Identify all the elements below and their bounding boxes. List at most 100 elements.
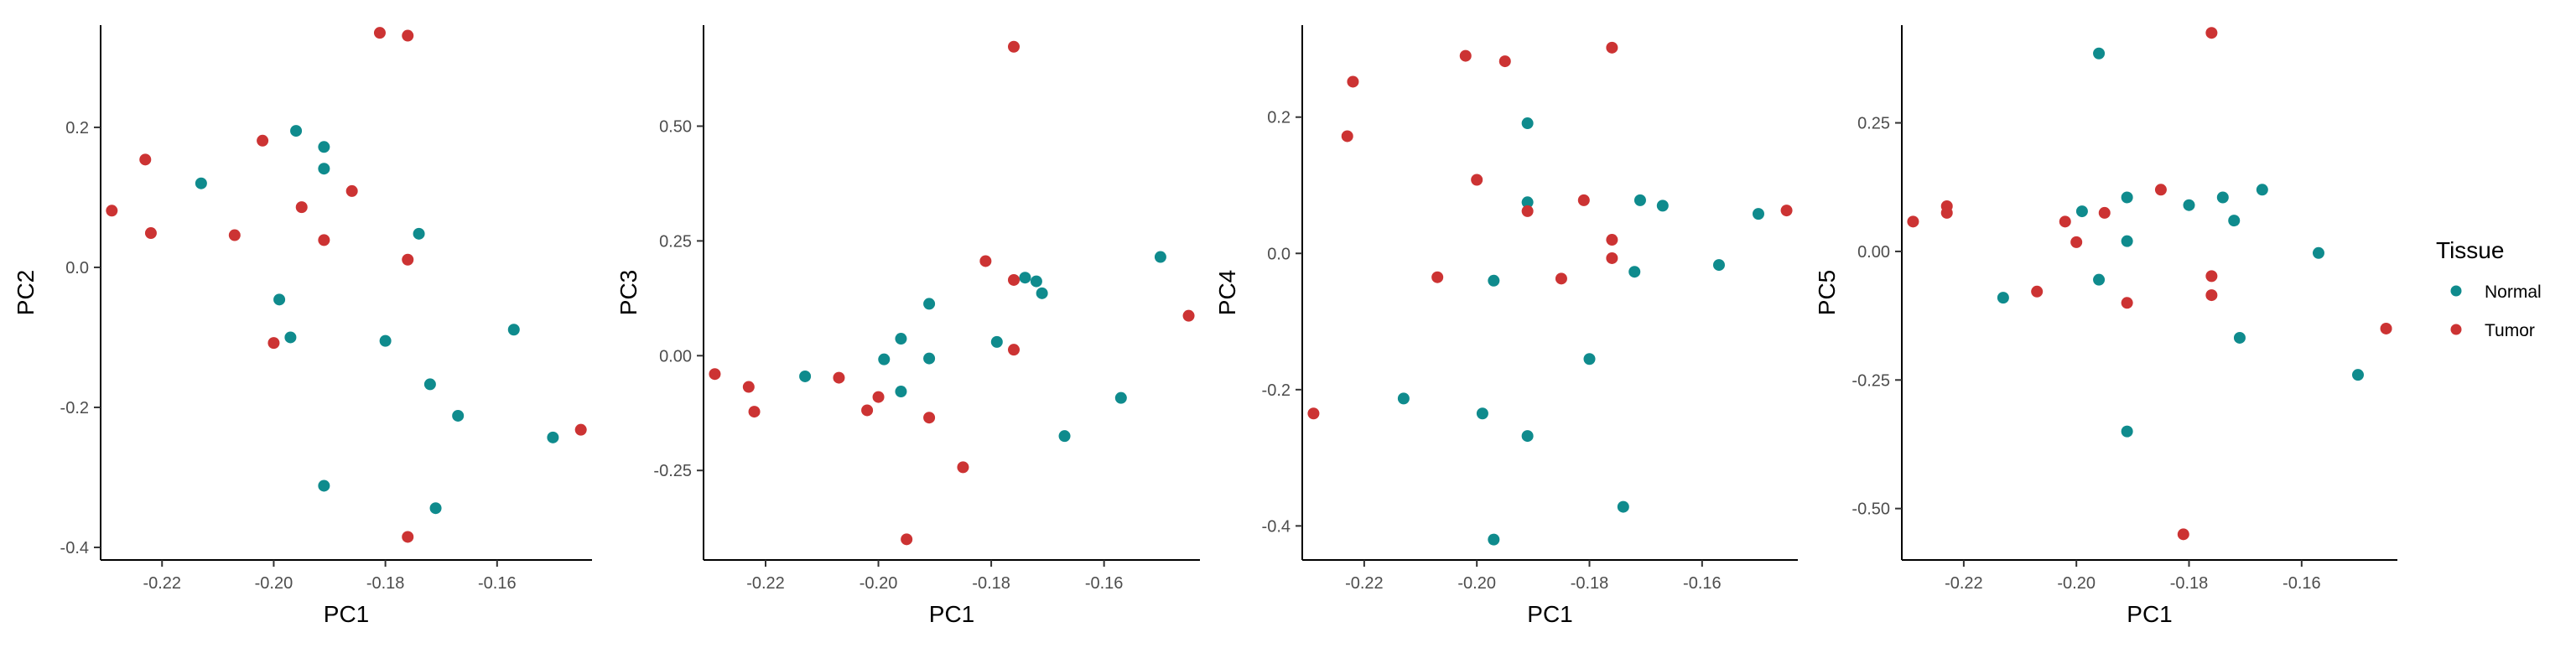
point-normal <box>1114 391 1127 404</box>
x-tick-label: -0.20 <box>2057 574 2096 593</box>
point-normal <box>1997 292 2009 304</box>
point-normal <box>318 141 330 153</box>
y-tick-label: 0.25 <box>659 232 692 251</box>
y-axis-title: PC5 <box>1814 270 1840 315</box>
point-tumor <box>402 29 414 42</box>
x-tick-label: -0.22 <box>746 574 785 593</box>
point-normal <box>1058 430 1071 443</box>
point-tumor <box>872 391 885 403</box>
point-normal <box>1397 392 1410 405</box>
point-normal <box>2233 331 2246 344</box>
point-normal <box>379 334 392 347</box>
point-tumor <box>957 461 969 474</box>
point-normal <box>799 370 812 382</box>
point-normal <box>2121 235 2133 247</box>
x-tick-label: -0.18 <box>972 574 1010 593</box>
y-tick-label: 0.50 <box>659 117 692 136</box>
point-tumor <box>106 205 118 217</box>
y-axis-title: PC4 <box>1214 270 1240 315</box>
point-normal <box>2228 215 2241 227</box>
point-tumor <box>1008 273 1020 286</box>
x-tick-label: -0.16 <box>478 574 517 593</box>
point-tumor <box>979 255 992 267</box>
point-tumor <box>345 184 358 197</box>
x-tick-label: -0.18 <box>1571 574 1609 593</box>
legend-title: Tissue <box>2436 237 2504 263</box>
point-tumor <box>1606 251 1618 264</box>
point-normal <box>318 480 330 492</box>
y-tick-label: -0.4 <box>60 539 89 557</box>
point-normal <box>1036 287 1048 299</box>
point-tumor <box>1498 55 1511 68</box>
x-tick-label: -0.20 <box>1457 574 1496 593</box>
point-normal <box>1476 407 1488 420</box>
point-tumor <box>861 404 874 417</box>
point-normal <box>1521 430 1534 443</box>
point-normal <box>547 431 559 443</box>
point-tumor <box>295 201 308 214</box>
y-tick-label: -0.25 <box>1852 371 1890 390</box>
point-tumor <box>2205 27 2218 39</box>
y-axis-title: PC3 <box>615 270 641 315</box>
point-normal <box>195 177 207 189</box>
point-tumor <box>1521 205 1534 217</box>
x-axis-title: PC1 <box>2127 601 2172 627</box>
point-normal <box>2093 273 2106 286</box>
x-axis-title: PC1 <box>324 601 369 627</box>
point-tumor <box>1008 344 1020 356</box>
point-tumor <box>1459 49 1472 62</box>
point-tumor <box>318 234 330 246</box>
point-tumor <box>144 227 157 240</box>
point-tumor <box>1431 271 1444 283</box>
point-normal <box>1154 251 1166 263</box>
point-tumor <box>139 153 152 166</box>
point-tumor <box>1780 205 1793 217</box>
point-tumor <box>1606 234 1618 246</box>
point-tumor <box>1606 41 1618 54</box>
point-tumor <box>2031 285 2044 298</box>
y-tick-label: -0.50 <box>1852 500 1890 519</box>
point-tumor <box>2070 236 2083 248</box>
point-tumor <box>901 533 913 546</box>
point-normal <box>429 502 442 515</box>
point-tumor <box>1182 309 1195 322</box>
point-normal <box>1633 194 1646 206</box>
point-normal <box>273 293 286 306</box>
point-normal <box>423 378 436 391</box>
point-normal <box>318 163 330 175</box>
point-normal <box>2216 191 2229 204</box>
point-tumor <box>2380 322 2392 334</box>
x-tick-label: -0.22 <box>1945 574 1983 593</box>
point-normal <box>2093 47 2106 60</box>
y-tick-label: 0.2 <box>65 119 89 137</box>
point-tumor <box>2205 270 2218 283</box>
point-tumor <box>2205 289 2218 302</box>
point-normal <box>2351 369 2364 381</box>
x-tick-label: -0.22 <box>1345 574 1384 593</box>
point-tumor <box>1471 174 1483 186</box>
point-normal <box>2256 184 2268 196</box>
point-normal <box>1521 196 1534 209</box>
point-normal <box>413 227 425 240</box>
point-normal <box>2121 191 2133 204</box>
point-tumor <box>257 134 269 147</box>
point-normal <box>1488 274 1500 287</box>
point-normal <box>923 352 936 365</box>
point-tumor <box>1555 272 1567 285</box>
point-normal <box>1656 200 1669 212</box>
y-tick-label: -0.2 <box>60 399 89 417</box>
point-normal <box>2121 425 2133 438</box>
point-tumor <box>748 406 761 418</box>
point-tumor <box>228 229 241 241</box>
point-tumor <box>833 371 845 384</box>
point-normal <box>1030 275 1042 288</box>
y-tick-label: -0.2 <box>1262 381 1291 400</box>
y-tick-label: 0.0 <box>65 259 89 277</box>
point-normal <box>2183 199 2195 211</box>
point-tumor <box>2177 528 2189 541</box>
legend-key-tumor <box>2450 324 2462 335</box>
point-tumor <box>1577 194 1590 206</box>
point-tumor <box>1008 40 1020 53</box>
